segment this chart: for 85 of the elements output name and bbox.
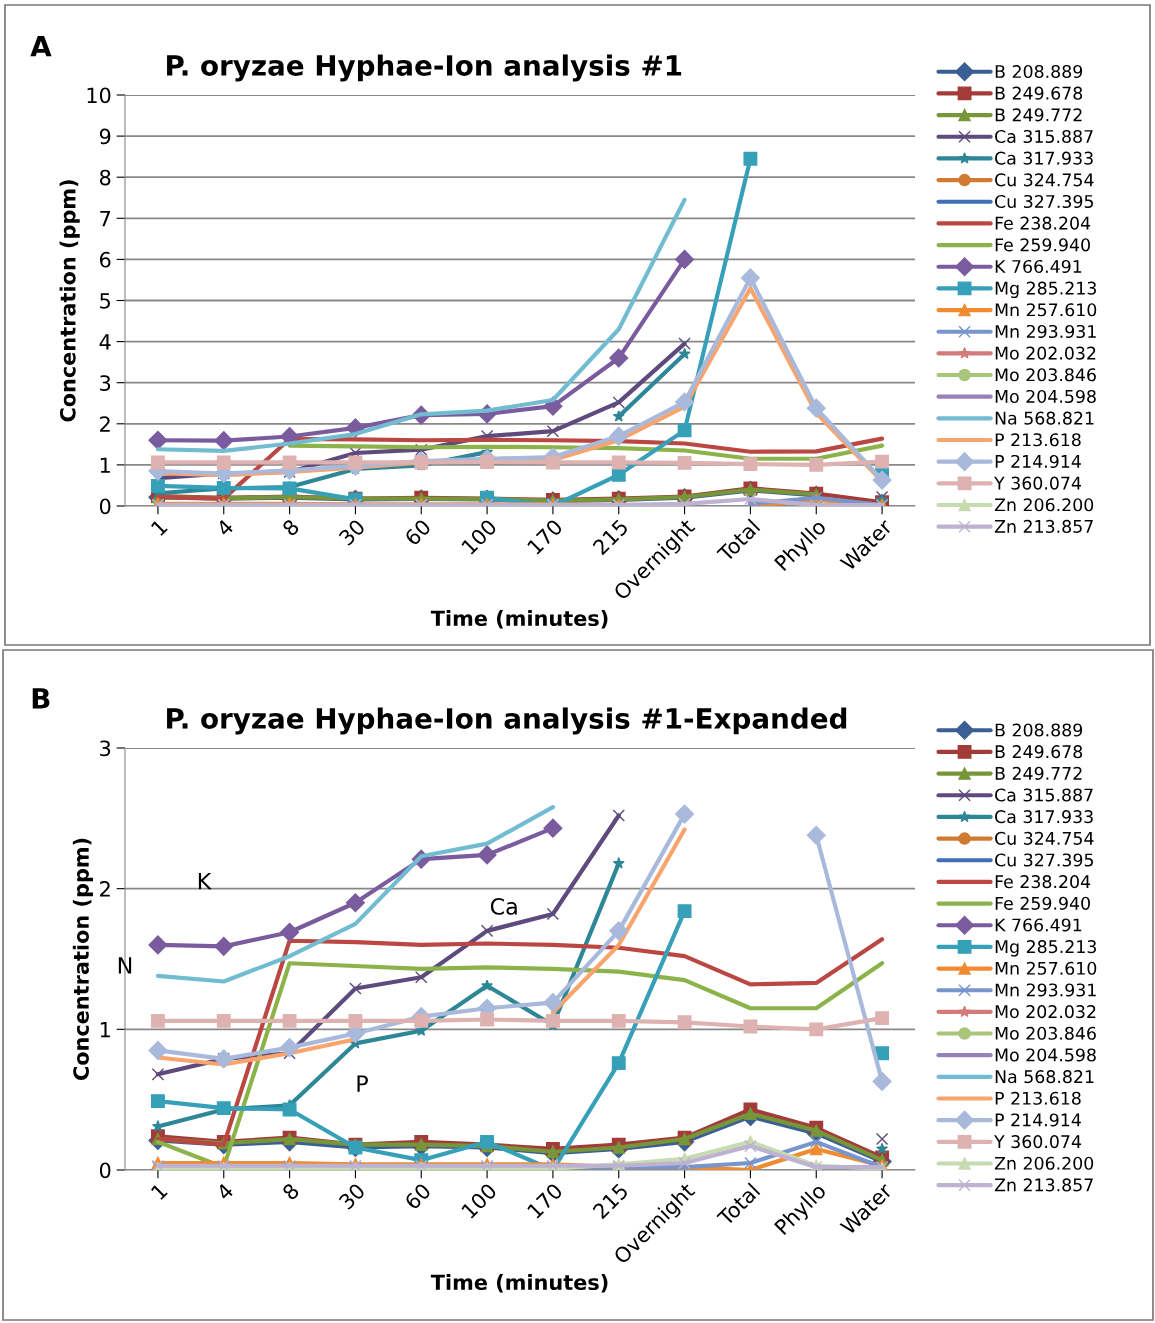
legend-label: B 249.772 (995, 766, 1082, 780)
legend-label: Mo 203.846 (995, 368, 1096, 382)
annotation: P (357, 1075, 368, 1092)
legend-label: Mo 202.032 (995, 1005, 1096, 1019)
legend-label: Fe 238.204 (995, 875, 1091, 889)
y-tick-label: 5 (100, 293, 110, 309)
legend-label: Na 568.821 (995, 1070, 1094, 1084)
x-tick-label: 100 (460, 1182, 498, 1220)
legend-label: B 249.678 (995, 745, 1083, 759)
x-tick-label: 4 (215, 518, 235, 537)
y-tick-label: 4 (99, 334, 111, 350)
y-tick-label: 7 (100, 211, 111, 227)
legend-label: Mn 293.931 (995, 983, 1096, 997)
x-tick-label: 100 (460, 518, 498, 556)
legend-label: Zn 206.200 (994, 1156, 1094, 1170)
legend-label: Fe 238.204 (995, 216, 1091, 230)
legend-label: Y 360.074 (994, 1135, 1082, 1149)
legend-label: Mn 293.931 (995, 324, 1096, 339)
legend-label: Ca 317.933 (995, 810, 1093, 824)
annotation: K (198, 872, 212, 890)
y-tick-label: 1 (100, 1022, 110, 1038)
y-tick-label: 0 (99, 1162, 111, 1179)
legend-label: Zn 206.200 (994, 498, 1094, 512)
legend-label: B 249.678 (995, 86, 1083, 100)
y-tick-label: 2 (100, 881, 110, 897)
annotation: Ca (490, 898, 517, 915)
y-tick-label: 3 (100, 375, 111, 391)
x-tick-label: 30 (338, 518, 366, 547)
y-axis-title: Concentration (ppm) (72, 838, 93, 1081)
legend-label: Mg 285.213 (995, 281, 1096, 299)
legend-label: P 213.618 (995, 1091, 1081, 1105)
y-tick-label: 0 (99, 498, 111, 515)
legend-label: B 208.889 (995, 723, 1083, 737)
x-tick-label: 30 (338, 1182, 366, 1211)
legend-label: P 214.914 (995, 454, 1081, 469)
chart-title: P. oryzae Hyphae-Ion analysis #1-Expanded (167, 707, 847, 735)
legend-label: Mo 202.032 (995, 346, 1096, 360)
legend-label: Fe 259.940 (995, 238, 1090, 252)
x-tick-label: 1 (150, 1182, 168, 1201)
y-axis-title: Concentration (ppm) (59, 180, 80, 422)
x-tick-label: 60 (403, 1182, 432, 1211)
x-tick-label: 170 (526, 518, 564, 556)
text: A (30, 36, 52, 57)
legend-label: Cu 327.395 (995, 194, 1093, 209)
legend-label: Ca 315.887 (995, 788, 1093, 802)
x-tick-label: 4 (215, 1182, 235, 1201)
legend-label: Fe 259.940 (995, 896, 1090, 910)
legend-label: Cu 324.754 (995, 831, 1094, 845)
legend-label: Mo 204.598 (995, 1048, 1096, 1062)
legend-label: Mo 204.598 (995, 389, 1096, 404)
x-axis-title: Time (minutes) (430, 1273, 608, 1293)
x-tick-label: 8 (281, 518, 300, 537)
x-tick-label: 60 (403, 518, 432, 547)
y-tick-label: 1 (100, 457, 110, 473)
legend-label: B 249.772 (995, 108, 1082, 122)
legend-label: P 214.914 (995, 1113, 1081, 1127)
legend-label: Cu 327.395 (995, 853, 1093, 867)
legend-label: B 208.889 (995, 64, 1083, 79)
legend-label: Ca 315.887 (995, 129, 1093, 144)
legend-label: K 766.491 (995, 259, 1082, 274)
chart-title: P. oryzae Hyphae-Ion analysis #1 (167, 54, 682, 82)
legend-label: Na 568.821 (995, 411, 1094, 425)
annotation: N (118, 957, 132, 974)
y-tick-label: 8 (99, 169, 111, 186)
legend-label: Zn 213.857 (994, 1178, 1093, 1192)
legend-label: P 213.618 (995, 433, 1081, 447)
y-tick-label: 10 (87, 87, 111, 104)
legend-label: Mn 257.610 (995, 303, 1097, 317)
legend-label: Mn 257.610 (995, 961, 1097, 975)
legend-label: K 766.491 (995, 918, 1082, 932)
x-tick-label: 8 (281, 1182, 300, 1201)
y-tick-label: 3 (100, 740, 111, 757)
legend-label: Y 360.074 (994, 476, 1082, 490)
y-tick-label: 2 (100, 416, 110, 432)
legend-label: Zn 213.857 (994, 519, 1093, 533)
legend-label: Mo 203.846 (995, 1026, 1096, 1040)
x-axis-title: Time (minutes) (430, 609, 608, 629)
x-tick-label: 1 (150, 518, 168, 537)
legend-label: Ca 317.933 (995, 151, 1093, 165)
y-tick-label: 6 (100, 251, 111, 268)
x-tick-label: 170 (526, 1182, 564, 1220)
legend-label: Mg 285.213 (995, 940, 1096, 957)
text: B (32, 688, 50, 709)
y-tick-label: 9 (99, 128, 111, 145)
legend-label: Cu 324.754 (995, 173, 1094, 187)
